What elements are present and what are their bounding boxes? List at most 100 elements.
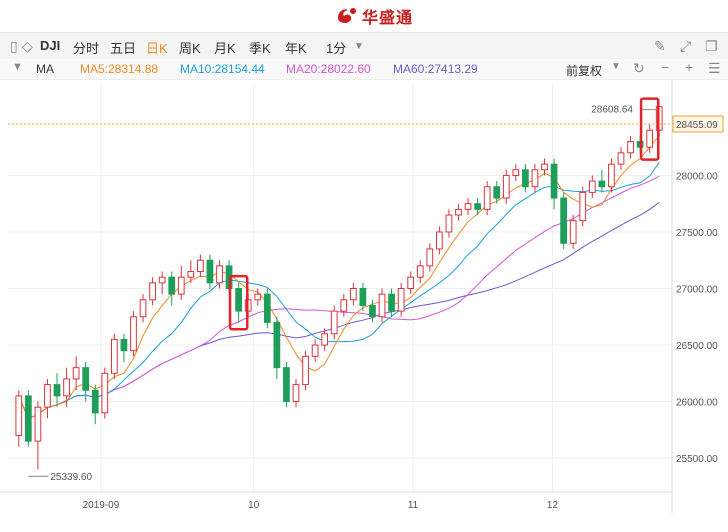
menu-icon[interactable]: ☰ — [708, 60, 721, 76]
tool-icon[interactable]: ◇ — [22, 38, 33, 54]
candle-up — [292, 384, 300, 403]
adjust-select[interactable]: 前复权 — [566, 64, 603, 78]
y-axis: 28000.00 27500.00 27000.00 26500.00 26000.00… — [671, 80, 718, 514]
candles — [15, 105, 663, 470]
indicator-bar: ▼ MA MA5:28314.88 MA10:28154.44 MA20:280… — [0, 59, 728, 80]
candle-down — [263, 293, 271, 323]
tab-daily-k[interactable]: 日K — [146, 41, 168, 56]
pen-icon[interactable]: ✎ — [654, 38, 666, 54]
ma20-line — [18, 175, 660, 420]
candle-down — [369, 304, 376, 318]
candle-down — [206, 259, 214, 284]
chart-grid — [8, 85, 672, 492]
candle-down — [493, 186, 501, 199]
x-tick-label: 11 — [408, 500, 419, 511]
tab-weekly-k[interactable]: 周K — [179, 41, 201, 56]
candle-up — [608, 163, 615, 188]
highlight-box — [228, 274, 249, 331]
candle-down — [283, 367, 290, 403]
ma20-value: MA20:28022.60 — [286, 62, 371, 76]
candle-up — [216, 265, 223, 284]
brand-logo-icon — [336, 6, 358, 26]
candle-up — [569, 220, 577, 244]
candle-up — [455, 208, 462, 216]
candle-up — [464, 203, 472, 210]
candle-up — [627, 141, 634, 154]
brand-bar: 华盛通 — [0, 0, 728, 32]
y-tick-label: 26500.00 — [676, 341, 718, 352]
brand-name: 华盛通 — [362, 10, 414, 27]
window-icon[interactable]: ❐ — [705, 38, 718, 54]
candle-down — [560, 197, 568, 244]
candle-down — [522, 169, 529, 188]
ma60-value: MA60:27413.29 — [393, 62, 478, 76]
chevron-down-icon[interactable]: ▼ — [611, 61, 621, 72]
y-tick-label: 27500.00 — [676, 228, 718, 239]
candle-up — [617, 152, 625, 165]
ma5-value: MA5:28314.88 — [80, 62, 159, 76]
candle-up — [15, 395, 23, 436]
candle-down — [474, 203, 481, 210]
chart-annotations: 28455.09 28608.64 25339.60 — [8, 97, 724, 483]
candlestick-chart[interactable]: 28000.00 27500.00 27000.00 26500.00 26000.00… — [0, 80, 728, 532]
ma-label[interactable]: MA — [36, 62, 54, 76]
candle-up — [197, 259, 204, 273]
candle-up — [349, 288, 357, 301]
y-tick-label: 26000.00 — [676, 398, 718, 409]
candle-up — [512, 169, 520, 176]
tab-five-day[interactable]: 五日 — [110, 41, 137, 56]
candle-up — [416, 265, 424, 278]
tab-yearly-k[interactable]: 年K — [285, 41, 307, 56]
candle-up — [254, 293, 262, 301]
low-label: 25339.60 — [50, 472, 92, 483]
candle-up — [426, 248, 434, 267]
x-tick-label: 10 — [248, 500, 260, 511]
chevron-down-icon[interactable]: ▼ — [354, 41, 364, 52]
candle-down — [598, 180, 606, 188]
fullscreen-icon[interactable]: ⤢ — [680, 38, 692, 54]
x-tick-label: 2019-09 — [83, 500, 120, 511]
candle-up — [541, 163, 548, 171]
candle-up — [531, 169, 539, 188]
candle-up — [502, 174, 510, 199]
ma10-value: MA10:28154.44 — [180, 62, 265, 76]
highlight-box — [639, 97, 660, 161]
candle-up — [407, 276, 415, 289]
candle-down — [82, 367, 90, 391]
candle-up — [330, 310, 338, 335]
zoom-out-icon[interactable]: − — [661, 59, 670, 75]
candle-up — [646, 129, 654, 148]
collapse-icon[interactable]: ▼ — [12, 61, 23, 73]
current-price-box — [672, 115, 724, 133]
candle-up — [397, 288, 405, 312]
candle-up — [72, 367, 80, 380]
y-tick-label: 27000.00 — [676, 285, 718, 296]
y-tick-label: 25500.00 — [676, 454, 718, 465]
tab-monthly-k[interactable]: 月K — [214, 41, 236, 56]
candle-up — [302, 355, 309, 386]
candle-up — [139, 299, 147, 318]
candle-down — [24, 395, 32, 442]
refresh-icon[interactable]: ↻ — [633, 60, 645, 76]
candle-down — [53, 384, 61, 397]
candle-down — [273, 321, 281, 369]
candle-up — [158, 276, 166, 284]
candle-up — [579, 191, 587, 222]
x-axis: 2019-09 10 11 12 — [0, 491, 672, 511]
tab-quarterly-k[interactable]: 季K — [249, 41, 271, 56]
panel-toggle-icon[interactable]: ▯ — [10, 38, 18, 54]
zoom-in-icon[interactable]: + — [685, 59, 694, 75]
candle-down — [168, 276, 176, 295]
candle-up — [321, 333, 329, 346]
candle-up — [340, 299, 348, 312]
candle-up — [149, 282, 156, 301]
candle-up — [34, 406, 42, 442]
symbol-label[interactable]: DJI — [40, 38, 61, 53]
candle-up — [588, 180, 596, 193]
tab-intraday[interactable]: 分时 — [73, 41, 100, 56]
candle-up — [483, 186, 491, 210]
minute-select[interactable]: 1分 — [326, 41, 347, 56]
candle-down — [120, 338, 128, 352]
brand: 华盛通 — [336, 4, 413, 28]
candle-up — [101, 372, 109, 414]
